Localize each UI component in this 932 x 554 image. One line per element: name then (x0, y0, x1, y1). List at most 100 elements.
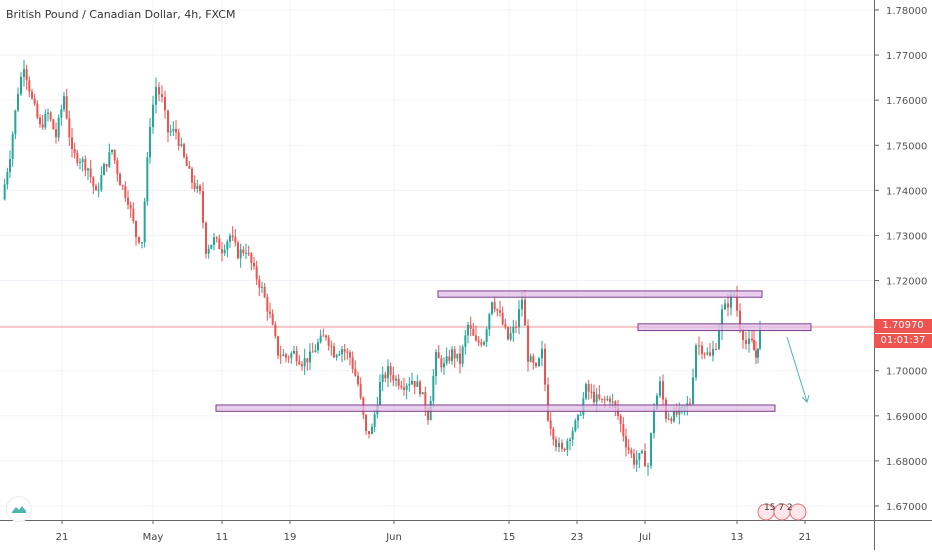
support-zone[interactable] (215, 404, 776, 412)
candle-body (692, 377, 694, 404)
candle-body (751, 338, 753, 341)
candle-body (656, 395, 658, 410)
candle-body (601, 398, 603, 400)
candle-body (579, 414, 582, 416)
candle-body (346, 351, 349, 353)
tradingview-logo[interactable] (6, 496, 32, 522)
candle-body (175, 128, 177, 133)
candle-body (419, 381, 421, 395)
candle-body (290, 353, 293, 358)
candle-body (202, 191, 204, 223)
candle-body (333, 346, 335, 358)
candle-body (590, 391, 593, 393)
candle-body (79, 162, 81, 164)
time-label: May (143, 532, 164, 543)
candle-body (149, 127, 151, 158)
candle-body (351, 357, 354, 369)
candle-body (427, 409, 429, 421)
candle-body (132, 208, 135, 221)
candle-body (453, 349, 456, 359)
candle-body (527, 325, 529, 362)
candle-body (464, 335, 467, 347)
candle-body (47, 112, 49, 114)
event-flag-icon[interactable] (789, 503, 807, 521)
symbol-title: British Pound / Canadian Dollar, 4h, FXC… (6, 8, 236, 21)
candle-body (183, 144, 185, 157)
candle-body (745, 340, 747, 344)
candle-body (354, 368, 357, 376)
candle-body (55, 129, 57, 138)
candle-body (207, 248, 210, 254)
time-label: 13 (731, 532, 744, 543)
candle-body (335, 355, 338, 358)
candle-body (193, 182, 196, 189)
candle-body (245, 252, 247, 254)
economic-events-badge[interactable]: 15 7 2 (757, 503, 807, 521)
candle-body (667, 418, 670, 420)
candle-body (477, 340, 480, 343)
candle-body (721, 309, 723, 331)
candle-body (303, 358, 306, 367)
candle-body (95, 186, 97, 191)
candle-body (630, 449, 633, 454)
candle-body (387, 366, 389, 379)
price-label: 1.74000 (886, 186, 927, 197)
candle-body (199, 185, 201, 192)
candle-body (68, 118, 71, 138)
candle-body (44, 113, 47, 128)
candle-body (695, 345, 697, 378)
candle-body (521, 299, 523, 310)
candle-body (507, 327, 509, 340)
candle-body (191, 168, 193, 183)
candle-body (65, 96, 68, 119)
candle-body (650, 433, 652, 466)
candle-body (87, 168, 89, 171)
candle-body (234, 237, 237, 243)
candle-body (712, 348, 714, 356)
candle-body (670, 418, 673, 422)
candle-body (395, 378, 397, 381)
candle-body (469, 324, 472, 329)
candle-body (381, 374, 384, 382)
candle-body (20, 76, 22, 95)
candle-body (638, 453, 641, 460)
candle-body (108, 152, 111, 167)
candle-body (239, 249, 242, 259)
candle-body (279, 355, 282, 357)
candle-body (325, 335, 327, 338)
candle-body (437, 352, 440, 359)
candle-body (282, 354, 285, 356)
current-resistance-zone[interactable] (637, 323, 812, 332)
candle-body (253, 263, 255, 267)
candle-body (49, 112, 52, 120)
candle-body (627, 447, 630, 450)
projection-arrow[interactable] (786, 336, 808, 403)
candle-body (84, 159, 87, 171)
candle-body (475, 335, 477, 341)
candle-body (701, 345, 703, 354)
candle-body (715, 348, 717, 350)
candle-body (587, 384, 590, 392)
candle-body (213, 237, 215, 245)
candle-body (341, 349, 343, 355)
candle-body (512, 326, 515, 334)
candle-body (659, 381, 661, 396)
candle-body (368, 430, 370, 435)
candle-body (287, 357, 290, 359)
price-label: 1.70000 (886, 367, 927, 378)
candle-body (416, 381, 419, 387)
candle-body (161, 94, 163, 97)
upper-resistance-zone[interactable] (437, 290, 763, 298)
candle-body (261, 286, 263, 288)
candle-body (753, 340, 755, 351)
candle-body (518, 309, 520, 328)
candle-body (76, 153, 79, 163)
candle-body (33, 98, 36, 104)
candle-body (593, 391, 595, 403)
candle-body (255, 266, 258, 280)
candle-body (221, 249, 223, 254)
candle-body (480, 342, 483, 345)
candle-body (41, 124, 44, 128)
